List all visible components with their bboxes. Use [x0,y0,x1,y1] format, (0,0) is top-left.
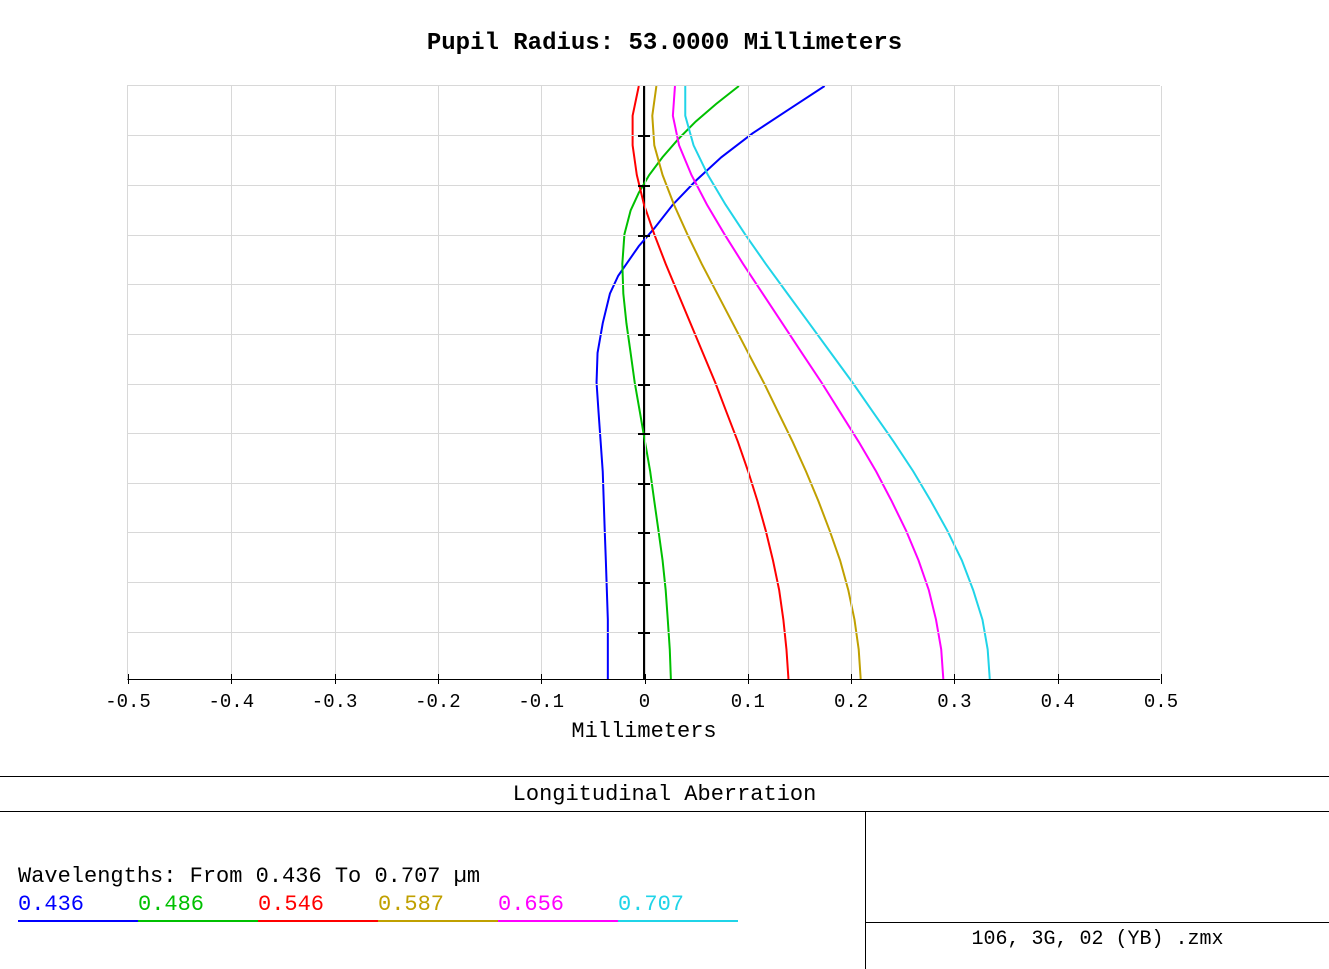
y-axis-tick [638,483,650,485]
footer-right-divider [866,922,1329,923]
series-0.656 [673,86,943,679]
y-axis-tick [638,135,650,137]
series-0.486 [622,86,739,679]
grid-vertical [748,86,749,679]
x-tick [645,674,646,684]
grid-vertical [438,86,439,679]
y-axis-tick [638,284,650,286]
wavelengths-range-text: Wavelengths: From 0.436 To 0.707 µm [18,864,480,889]
footer-right-panel: 106, 3G, 02 (YB) .zmx [865,812,1329,969]
y-axis-tick [638,185,650,187]
grid-vertical [645,86,646,679]
legend-label: 0.656 [498,892,618,917]
grid-vertical [335,86,336,679]
x-tick-label: -0.4 [208,691,254,713]
legend-label: 0.707 [618,892,738,917]
plot-area: Millimeters -0.5-0.4-0.3-0.2-0.100.10.20… [127,85,1160,680]
y-axis-tick [638,582,650,584]
x-tick [335,674,336,684]
x-tick [128,674,129,684]
x-tick-label: 0.2 [834,691,868,713]
y-axis-tick [638,334,650,336]
legend-line [18,920,138,922]
footer-left-panel: Wavelengths: From 0.436 To 0.707 µm 0.43… [0,812,865,969]
x-tick-label: 0.3 [937,691,971,713]
x-tick-label: 0.5 [1144,691,1178,713]
x-tick [954,674,955,684]
x-tick [231,674,232,684]
x-tick-label: -0.1 [518,691,564,713]
x-tick [748,674,749,684]
x-tick [541,674,542,684]
grid-vertical [954,86,955,679]
y-axis-tick [638,384,650,386]
legend-label: 0.486 [138,892,258,917]
x-tick [438,674,439,684]
y-axis-tick [638,235,650,237]
legend-line [258,920,378,922]
legend-line [498,920,618,922]
page: Pupil Radius: 53.0000 Millimeters Millim… [0,0,1329,969]
grid-vertical [541,86,542,679]
series-0.546 [633,86,789,679]
legend-label: 0.546 [258,892,378,917]
grid-vertical [851,86,852,679]
footer-filename-text: 106, 3G, 02 (YB) .zmx [866,928,1329,951]
x-tick-label: -0.5 [105,691,151,713]
grid-vertical [1161,86,1162,679]
x-tick-label: 0.4 [1041,691,1075,713]
x-tick [851,674,852,684]
wavelengths-legend-lines [18,920,738,922]
grid-vertical [1058,86,1059,679]
x-tick-label: 0.1 [731,691,765,713]
footer-title-bar: Longitudinal Aberration [0,776,1329,812]
y-axis-tick [638,532,650,534]
series-0.707 [685,86,990,679]
x-tick-label: 0 [639,691,650,713]
legend-label: 0.436 [18,892,138,917]
legend-label: 0.587 [378,892,498,917]
x-tick [1161,674,1162,684]
wavelengths-legend: 0.4360.4860.5460.5870.6560.707 [18,892,738,917]
series-0.587 [652,86,860,679]
y-axis-tick [638,632,650,634]
chart-title: Pupil Radius: 53.0000 Millimeters [0,30,1329,57]
y-axis-tick [638,433,650,435]
legend-line [378,920,498,922]
series-0.436 [597,86,825,679]
legend-line [138,920,258,922]
legend-line [618,920,738,922]
x-tick [1058,674,1059,684]
grid-vertical [231,86,232,679]
x-tick-label: -0.2 [415,691,461,713]
x-axis-label: Millimeters [128,719,1160,744]
x-tick-label: -0.3 [312,691,358,713]
